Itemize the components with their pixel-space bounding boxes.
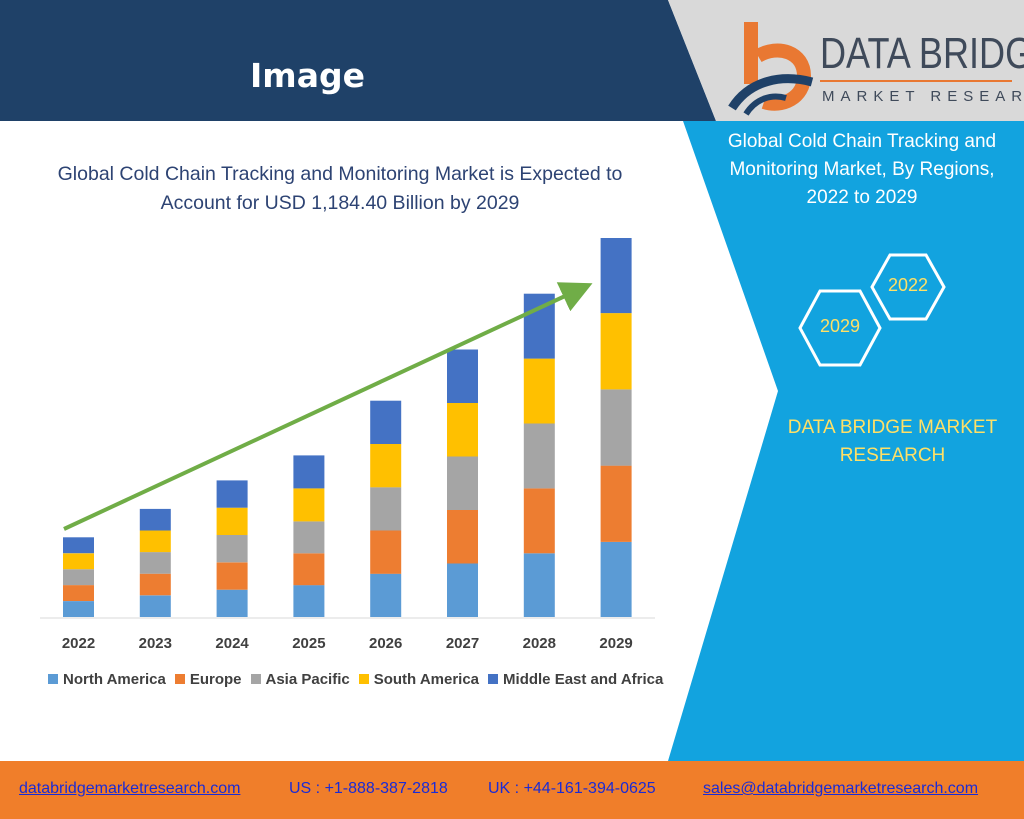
x-tick-label-2023: 2023 <box>139 635 172 652</box>
legend-swatch <box>250 674 261 684</box>
right-panel-title: Global Cold Chain Tracking and Monitorin… <box>712 128 1012 212</box>
bar-segment-2029-europe <box>600 465 632 542</box>
right-brand-line-1: DATA BRIDGE MARKET <box>787 417 998 438</box>
bar-segment-2022-asia-pacific <box>63 569 94 586</box>
bar-segment-2029-south-america <box>600 313 632 390</box>
x-tick-label-2025: 2025 <box>292 635 325 652</box>
trend-arrow <box>63 282 593 531</box>
legend-label: Europe <box>189 670 242 688</box>
logo-wordmark: DATA BRIDGE <box>820 29 1024 78</box>
bar-segment-2025-asia-pacific <box>293 521 325 554</box>
right-title-line-3: 2022 to 2029 <box>806 187 918 208</box>
x-tick-label-2024: 2024 <box>215 635 249 652</box>
bar-segment-2026-north-america <box>370 573 402 617</box>
bar-segment-2023-europe <box>139 573 171 596</box>
bar-segment-2022-europe <box>63 585 94 601</box>
legend-swatch <box>174 674 185 684</box>
bar-segment-2023-north-america <box>139 595 171 617</box>
legend-label: Asia Pacific <box>265 670 350 688</box>
bar-segment-2025-europe <box>293 553 325 586</box>
bar-segment-2024-europe <box>216 562 248 590</box>
bar-segment-2023-middle-east-and-africa <box>139 508 171 531</box>
legend-label: Middle East and Africa <box>503 670 664 688</box>
x-tick-label-2027: 2027 <box>446 635 479 652</box>
bar-segment-2022-south-america <box>63 553 94 570</box>
bar-segment-2027-north-america <box>447 563 478 617</box>
bar-segment-2027-south-america <box>447 403 478 457</box>
uk-phone: UK : +44-161-394-0625 <box>488 780 656 797</box>
bar-segment-2023-asia-pacific <box>139 552 171 574</box>
legend-item-south-america: South America <box>358 670 480 688</box>
bar-segment-2024-middle-east-and-africa <box>216 480 248 508</box>
us-phone: US : +1-888-387-2818 <box>289 780 448 797</box>
legend-swatch <box>48 674 58 684</box>
right-title-line-1: Global Cold Chain Tracking and <box>727 131 997 152</box>
legend-item-north-america: North America <box>48 671 166 688</box>
chart-title-line-1: Global Cold Chain Tracking and Monitorin… <box>57 163 623 185</box>
bar-segment-2025-north-america <box>293 585 325 617</box>
x-tick-labels: 2022 2023 2024 2025 2026 2027 2028 2029 <box>62 635 633 652</box>
stacked-bar-chart: 2022 2023 2024 2025 2026 2027 2028 2029 <box>40 238 655 652</box>
bar-segment-2026-south-america <box>370 444 402 488</box>
right-panel-brand: DATA BRIDGE MARKET RESEARCH <box>770 414 1015 470</box>
bar-segment-2023-south-america <box>139 530 171 553</box>
hexagon-2029-icon <box>798 289 882 367</box>
bars-layer <box>63 238 632 617</box>
data-bridge-b-logo-icon <box>728 22 814 116</box>
bar-segment-2025-south-america <box>293 488 325 522</box>
bar-segment-2024-asia-pacific <box>216 535 248 563</box>
bar-segment-2028-north-america <box>523 553 555 617</box>
legend-item-asia-pacific: Asia Pacific <box>250 670 350 688</box>
x-tick-label-2022: 2022 <box>62 635 95 652</box>
bar-segment-2026-europe <box>370 530 402 574</box>
bar-segment-2027-asia-pacific <box>447 456 478 510</box>
legend-label: North America <box>63 670 166 688</box>
bar-segment-2025-middle-east-and-africa <box>293 455 325 489</box>
bar-segment-2029-asia-pacific <box>600 389 632 466</box>
footer-bar: databridgemarketresearch.com US : +1-888… <box>0 761 1024 819</box>
x-tick-label-2029: 2029 <box>599 635 632 652</box>
email-link[interactable]: sales@databridgemarketresearch.com <box>703 780 979 797</box>
x-tick-label-2028: 2028 <box>523 635 556 652</box>
hexagon-2029-label: 2029 <box>819 316 861 336</box>
x-tick-label-2026: 2026 <box>369 635 402 652</box>
bar-segment-2028-south-america <box>523 358 555 424</box>
chart-legend: North America Europe Asia Pacific South Ame… <box>48 668 672 690</box>
bar-segment-2028-europe <box>523 488 555 554</box>
bar-segment-2022-middle-east-and-africa <box>63 537 94 554</box>
logo-tagline: MARKET RESEARCH <box>822 88 1024 105</box>
right-title-line-2: Monitoring Market, By Regions, <box>729 159 995 180</box>
bar-segment-2028-asia-pacific <box>523 423 555 489</box>
website-link[interactable]: databridgemarketresearch.com <box>19 780 241 797</box>
hexagon-2022-icon <box>870 253 946 321</box>
legend-swatch <box>358 674 369 684</box>
bar-segment-2026-asia-pacific <box>370 487 402 531</box>
bar-segment-2027-middle-east-and-africa <box>447 349 478 403</box>
bar-segment-2024-north-america <box>216 589 248 617</box>
right-panel-background <box>668 121 1024 761</box>
bar-segment-2029-middle-east-and-africa <box>600 238 632 314</box>
page-title: Image <box>250 56 365 95</box>
right-brand-line-2: RESEARCH <box>839 445 946 466</box>
chart-title-line-2: Account for USD 1,184.40 Billion by 2029 <box>160 192 520 214</box>
bar-segment-2024-south-america <box>216 507 248 535</box>
legend-label: South America <box>373 670 480 688</box>
legend-swatch <box>488 674 499 684</box>
legend-item-middle-east-and-africa: Middle East and Africa <box>488 671 663 688</box>
chart-title: Global Cold Chain Tracking and Monitorin… <box>40 160 640 218</box>
bar-segment-2029-north-america <box>600 541 632 617</box>
legend-item-europe: Europe <box>174 670 242 688</box>
bar-segment-2026-middle-east-and-africa <box>370 400 402 444</box>
bar-segment-2027-europe <box>447 510 478 564</box>
logo-divider <box>820 80 1012 82</box>
bar-segment-2022-north-america <box>63 601 94 617</box>
hexagon-2022-label: 2022 <box>887 275 929 295</box>
